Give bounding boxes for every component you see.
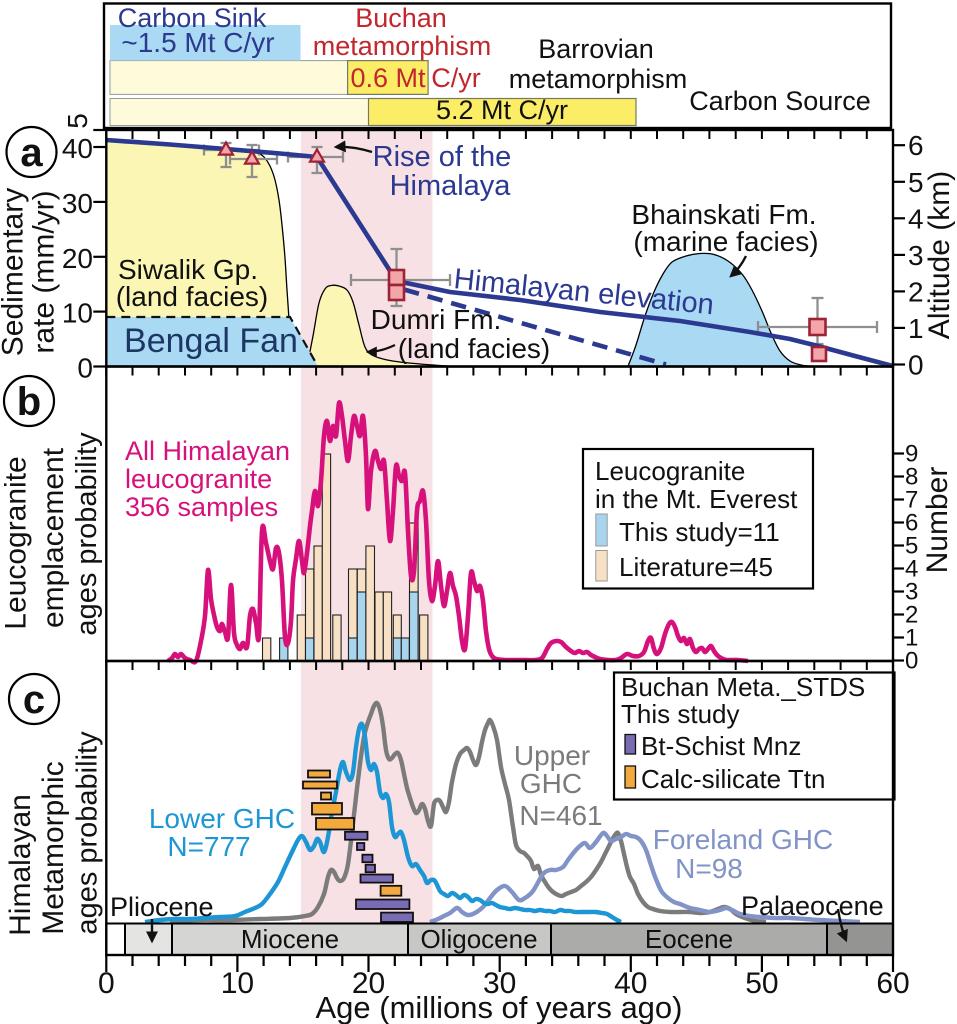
svg-text:60: 60	[876, 967, 909, 1000]
svg-text:9: 9	[905, 441, 918, 468]
svg-text:Miocene: Miocene	[241, 924, 339, 954]
svg-text:Bt-Schist Mnz: Bt-Schist Mnz	[641, 731, 801, 761]
svg-text:0: 0	[98, 967, 115, 1000]
svg-text:5: 5	[905, 533, 918, 560]
svg-text:30: 30	[483, 967, 516, 1000]
svg-text:4: 4	[905, 556, 918, 583]
svg-text:Age (millions of years ago): Age (millions of years ago)	[316, 990, 683, 1024]
svg-text:40: 40	[62, 133, 93, 164]
svg-text:emplacement: emplacement	[37, 447, 70, 628]
svg-text:Pliocene: Pliocene	[110, 892, 214, 922]
svg-text:GHC: GHC	[520, 768, 582, 799]
svg-text:N=777: N=777	[167, 831, 250, 862]
svg-text:(land facies): (land facies)	[116, 281, 269, 312]
svg-text:0: 0	[77, 353, 93, 384]
svg-text:5.2 Mt C/yr: 5.2 Mt C/yr	[436, 95, 568, 125]
svg-text:Bhainskati Fm.: Bhainskati Fm.	[631, 199, 816, 230]
svg-text:Sedimentary: Sedimentary	[0, 188, 30, 356]
svg-text:rate (mm/yr): rate (mm/yr)	[28, 190, 61, 353]
svg-text:Literature=45: Literature=45	[619, 552, 773, 582]
svg-text:3: 3	[905, 579, 918, 606]
svg-text:Leucogranite: Leucogranite	[0, 456, 33, 629]
svg-text:10: 10	[62, 298, 93, 329]
svg-text:Palaeocene: Palaeocene	[741, 891, 884, 921]
svg-text:All Himalayan: All Himalayan	[125, 436, 290, 466]
svg-text:0.6 Mt: 0.6 Mt	[350, 63, 426, 93]
svg-text:Leucogranite: Leucogranite	[595, 456, 745, 486]
svg-text:10: 10	[221, 967, 254, 1000]
svg-text:0: 0	[908, 350, 924, 381]
svg-text:~1.5 Mt C/yr: ~1.5 Mt C/yr	[121, 27, 274, 58]
svg-text:(marine facies): (marine facies)	[633, 226, 818, 257]
svg-text:Lower GHC: Lower GHC	[149, 803, 295, 834]
svg-text:0: 0	[905, 648, 918, 675]
svg-text:Altitude (km): Altitude (km)	[923, 171, 956, 339]
svg-text:30: 30	[62, 188, 93, 219]
svg-text:5: 5	[908, 167, 924, 198]
svg-text:leucogranite: leucogranite	[125, 464, 272, 494]
svg-text:7: 7	[905, 487, 918, 514]
svg-text:Oligocene: Oligocene	[420, 924, 537, 954]
svg-text:This study=11: This study=11	[619, 517, 780, 547]
svg-text:3: 3	[908, 240, 924, 271]
svg-text:1: 1	[905, 625, 918, 652]
svg-text:N=98: N=98	[675, 853, 743, 884]
svg-text:metamorphism: metamorphism	[509, 64, 688, 94]
svg-text:Dumri Fm.: Dumri Fm.	[371, 304, 502, 335]
svg-text:5: 5	[62, 113, 93, 129]
svg-text:Himalaya: Himalaya	[390, 170, 512, 202]
svg-text:This study: This study	[621, 699, 740, 729]
svg-text:20: 20	[62, 243, 93, 274]
svg-text:a: a	[20, 131, 43, 175]
svg-text:in the Mt. Everest: in the Mt. Everest	[595, 484, 798, 514]
svg-text:50: 50	[745, 967, 778, 1000]
svg-text:Calc-silicate Ttn: Calc-silicate Ttn	[641, 764, 825, 794]
svg-text:N=461: N=461	[519, 800, 602, 831]
svg-text:Eocene: Eocene	[645, 924, 733, 954]
svg-text:Bengal Fan: Bengal Fan	[124, 322, 298, 360]
svg-text:(land facies): (land facies)	[398, 333, 551, 364]
svg-text:Carbon Sink: Carbon Sink	[118, 3, 267, 33]
svg-text:c: c	[23, 678, 45, 722]
svg-text:6: 6	[908, 130, 924, 161]
svg-text:4: 4	[908, 203, 924, 234]
svg-text:Metamorphic: Metamorphic	[37, 761, 70, 934]
svg-text:1: 1	[908, 313, 924, 344]
svg-text:Himalayan: Himalayan	[4, 794, 37, 936]
svg-text:Foreland GHC: Foreland GHC	[653, 824, 834, 855]
svg-text:b: b	[17, 380, 41, 424]
svg-text:metamorphism: metamorphism	[313, 31, 492, 61]
svg-text:C/yr: C/yr	[431, 63, 481, 93]
svg-text:Barrovian: Barrovian	[538, 34, 654, 64]
svg-text:356 samples: 356 samples	[125, 492, 278, 522]
svg-text:Number: Number	[921, 467, 954, 574]
svg-text:ages probability: ages probability	[72, 731, 104, 935]
svg-text:20: 20	[352, 967, 385, 1000]
svg-text:6: 6	[905, 510, 918, 537]
svg-text:Buchan Meta._STDS: Buchan Meta._STDS	[621, 672, 865, 702]
svg-text:Siwalik Gp.: Siwalik Gp.	[118, 254, 258, 285]
svg-text:8: 8	[905, 464, 918, 491]
svg-text:40: 40	[614, 967, 647, 1000]
svg-text:Buchan: Buchan	[355, 3, 447, 33]
svg-text:Carbon Source: Carbon Source	[689, 86, 871, 116]
svg-text:Upper: Upper	[514, 740, 590, 771]
svg-text:2: 2	[905, 602, 918, 629]
svg-text:Rise of the: Rise of the	[373, 141, 512, 173]
svg-text:2: 2	[908, 276, 924, 307]
svg-text:ages probability: ages probability	[71, 432, 103, 636]
